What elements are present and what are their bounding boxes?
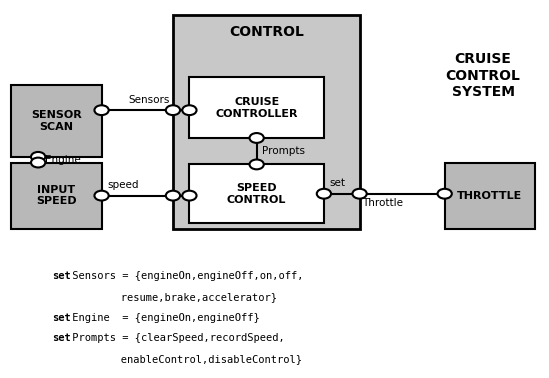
Circle shape	[352, 189, 367, 199]
Circle shape	[166, 105, 180, 115]
Text: set: set	[52, 313, 71, 322]
Text: THROTTLE: THROTTLE	[457, 191, 523, 201]
FancyBboxPatch shape	[173, 15, 360, 229]
Circle shape	[182, 105, 197, 115]
Text: SPEED
CONTROL: SPEED CONTROL	[227, 183, 287, 204]
Circle shape	[182, 191, 197, 200]
Circle shape	[31, 152, 46, 162]
Text: Throttle: Throttle	[362, 198, 404, 208]
Text: enableControl,disableControl}: enableControl,disableControl}	[52, 354, 302, 364]
FancyBboxPatch shape	[189, 164, 324, 223]
Text: SENSOR
SCAN: SENSOR SCAN	[31, 110, 82, 132]
Text: set: set	[329, 178, 345, 188]
Text: set: set	[52, 271, 71, 281]
Circle shape	[166, 191, 180, 200]
Circle shape	[249, 160, 264, 169]
Circle shape	[438, 189, 452, 199]
Circle shape	[317, 189, 331, 199]
FancyBboxPatch shape	[189, 77, 324, 138]
Text: CRUISE
CONTROLLER: CRUISE CONTROLLER	[215, 97, 298, 119]
Text: Engine: Engine	[45, 155, 81, 165]
Text: Prompts: Prompts	[262, 146, 305, 156]
Circle shape	[94, 105, 109, 115]
FancyBboxPatch shape	[445, 163, 535, 229]
Text: Engine  = {engineOn,engineOff}: Engine = {engineOn,engineOff}	[66, 313, 260, 322]
FancyBboxPatch shape	[11, 163, 102, 229]
Circle shape	[31, 158, 46, 167]
Text: resume,brake,accelerator}: resume,brake,accelerator}	[52, 292, 277, 302]
Text: speed: speed	[107, 180, 138, 190]
Text: Prompts = {clearSpeed,recordSpeed,: Prompts = {clearSpeed,recordSpeed,	[66, 333, 285, 343]
Text: INPUT
SPEED: INPUT SPEED	[36, 185, 76, 206]
Circle shape	[249, 133, 264, 143]
Text: set: set	[52, 333, 71, 343]
Text: Sensors = {engineOn,engineOff,on,off,: Sensors = {engineOn,engineOff,on,off,	[66, 271, 304, 281]
Text: CRUISE
CONTROL
SYSTEM: CRUISE CONTROL SYSTEM	[446, 53, 520, 99]
FancyBboxPatch shape	[11, 85, 102, 157]
Text: CONTROL: CONTROL	[229, 25, 304, 39]
Circle shape	[94, 191, 109, 200]
Text: Sensors: Sensors	[129, 94, 170, 105]
